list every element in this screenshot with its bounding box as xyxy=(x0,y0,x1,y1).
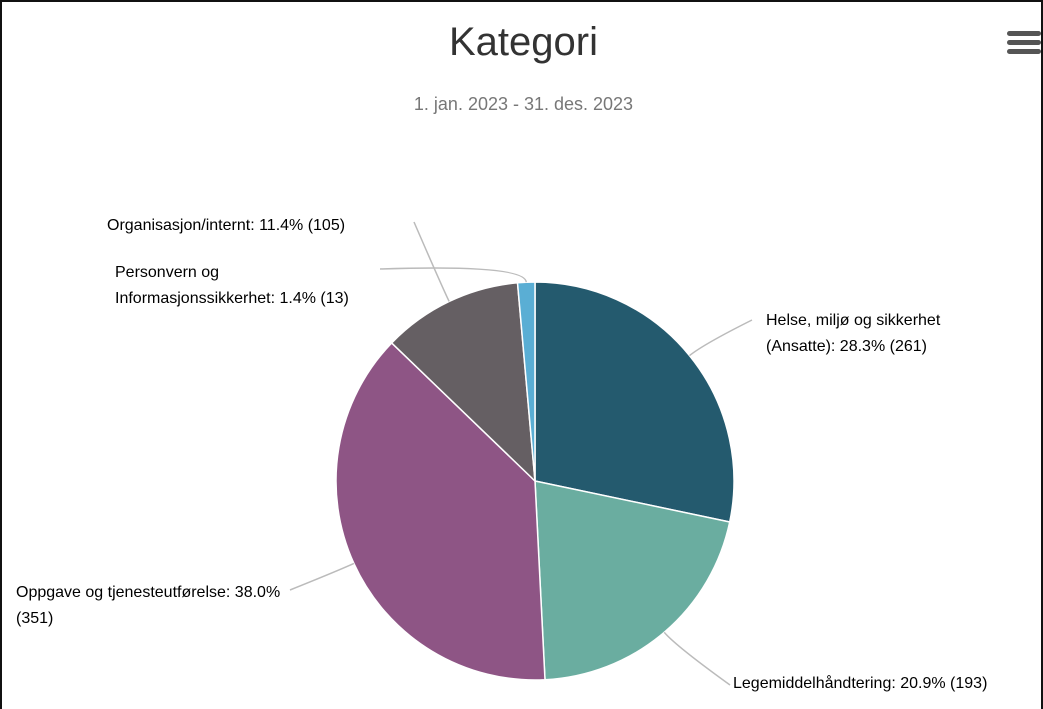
menu-bar xyxy=(1007,49,1041,54)
menu-bar xyxy=(1007,31,1041,36)
connector xyxy=(689,319,753,357)
connector xyxy=(379,267,527,283)
menu-bar xyxy=(1007,40,1041,45)
connector xyxy=(413,221,450,302)
data-label: Legemiddelhåndtering: 20.9% (193) xyxy=(733,675,988,692)
chart-subtitle: 1. jan. 2023 - 31. des. 2023 xyxy=(413,94,634,114)
connector xyxy=(663,631,731,686)
data-label: Personvern og Informasjonssikkerhet: 1.4… xyxy=(115,264,349,307)
data-label: Organisasjon/internt: 11.4% (105) xyxy=(107,217,346,234)
chart-title: Kategori xyxy=(449,20,598,64)
connector xyxy=(289,562,355,591)
data-label: Helse, miljø og sikkerhet (Ansatte): 28.… xyxy=(766,312,941,355)
pie-slice xyxy=(534,281,735,523)
data-label: Oppgave og tjenesteutførelse: 38.0% (351… xyxy=(16,584,281,627)
pie-slice xyxy=(390,281,536,483)
pie-slice xyxy=(335,341,546,681)
menu-icon[interactable] xyxy=(1007,31,1041,54)
pie-slice xyxy=(534,480,731,681)
